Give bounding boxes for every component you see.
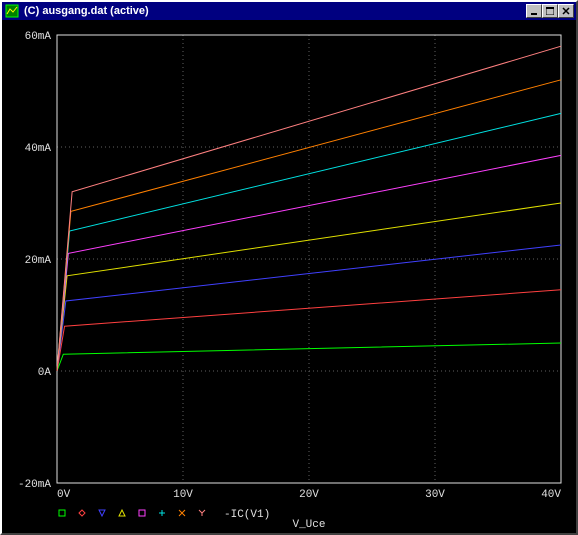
- minimize-button[interactable]: [526, 4, 542, 18]
- x-axis-label: V_Uce: [292, 519, 325, 531]
- xtick-label: 20V: [299, 489, 319, 501]
- xtick-label: 30V: [425, 489, 445, 501]
- xtick-label: 40V: [541, 489, 561, 501]
- chart-background: [2, 20, 576, 533]
- titlebar-buttons: [526, 4, 574, 18]
- ytick-label: 40mA: [25, 143, 52, 155]
- ytick-label: 0A: [38, 367, 52, 379]
- plot-area[interactable]: 0V 10V 20V 30V 40V -20mA 0A 20mA 40mA 60mA -IC(V1)…: [2, 20, 576, 533]
- titlebar[interactable]: (C) ausgang.dat (active): [2, 2, 576, 20]
- ytick-label: 20mA: [25, 255, 52, 267]
- xtick-label: 10V: [173, 489, 193, 501]
- maximize-button[interactable]: [542, 4, 558, 18]
- chart-svg: 0V 10V 20V 30V 40V -20mA 0A 20mA 40mA 60mA -IC(V1)…: [2, 20, 576, 533]
- window-title: (C) ausgang.dat (active): [24, 5, 526, 17]
- plot-window: (C) ausgang.dat (active) 0V 10V 20V 30V 40V -…: [0, 0, 578, 535]
- app-icon: [4, 3, 20, 19]
- legend-label: -IC(V1): [224, 509, 270, 521]
- ytick-label: -20mA: [18, 479, 51, 491]
- close-button[interactable]: [558, 4, 574, 18]
- xtick-label: 0V: [57, 489, 71, 501]
- ytick-label: 60mA: [25, 31, 52, 43]
